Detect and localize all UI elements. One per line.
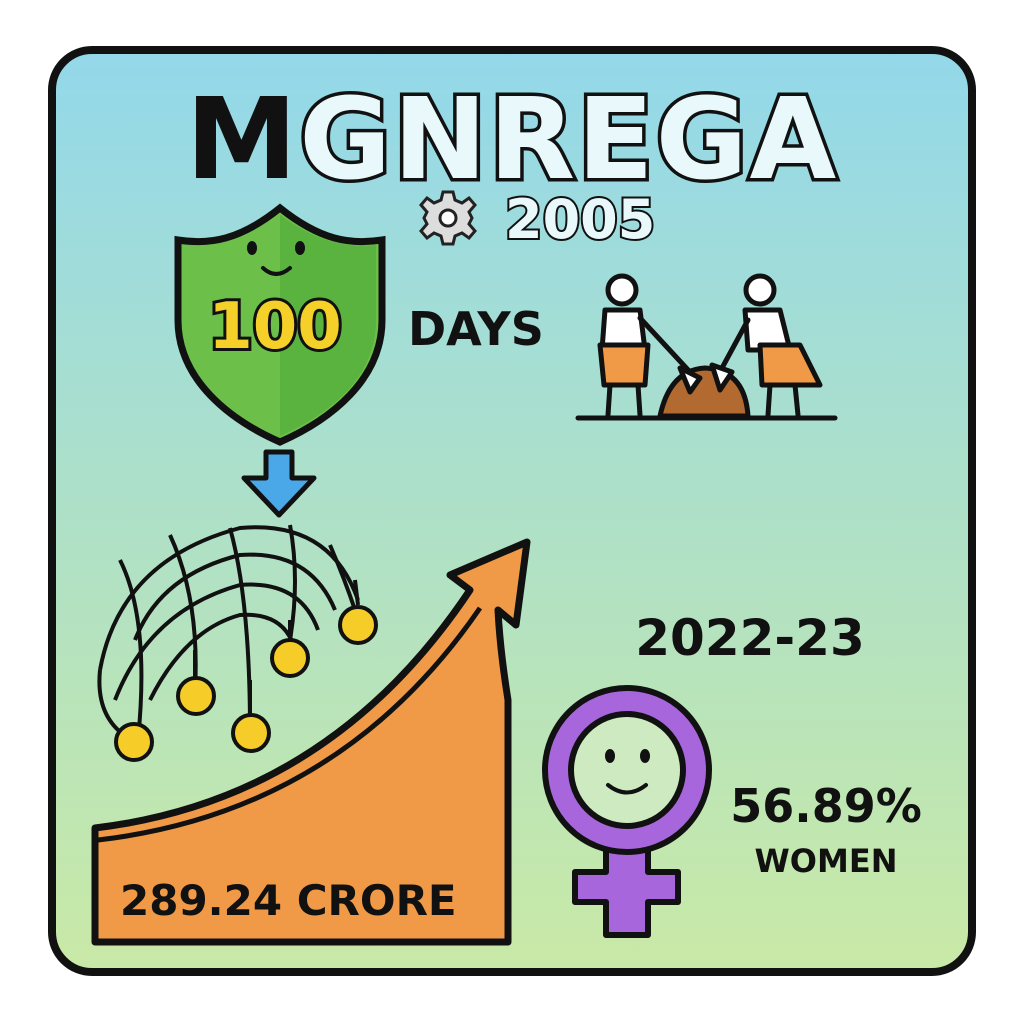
- period: 2022-23: [635, 609, 865, 667]
- down-arrow-icon: [241, 449, 317, 518]
- safety-net-icon: [97, 524, 360, 742]
- year: 2005: [505, 188, 655, 251]
- shield-icon: [174, 203, 386, 446]
- title-rest: GNREGA: [299, 75, 838, 205]
- coin: [270, 638, 310, 678]
- coin: [176, 676, 216, 716]
- workers-icon: [575, 273, 838, 421]
- coin: [231, 713, 271, 753]
- coin: [338, 605, 378, 645]
- women-percent: 56.89%: [730, 779, 922, 833]
- days-label: DAYS: [408, 302, 544, 356]
- women-label: WOMEN: [755, 842, 898, 880]
- expenditure-amount: 289.24 CRORE: [120, 876, 457, 925]
- gear-icon: [419, 190, 477, 246]
- growth-arrow-icon: [91, 538, 531, 946]
- days-number: 100: [208, 290, 342, 364]
- female-symbol-icon: [542, 685, 712, 938]
- title-first-letter: M: [186, 75, 299, 205]
- coin: [114, 722, 154, 762]
- coins: [114, 605, 378, 762]
- title: MGNREGA: [186, 75, 838, 205]
- smiley-face: [247, 241, 305, 276]
